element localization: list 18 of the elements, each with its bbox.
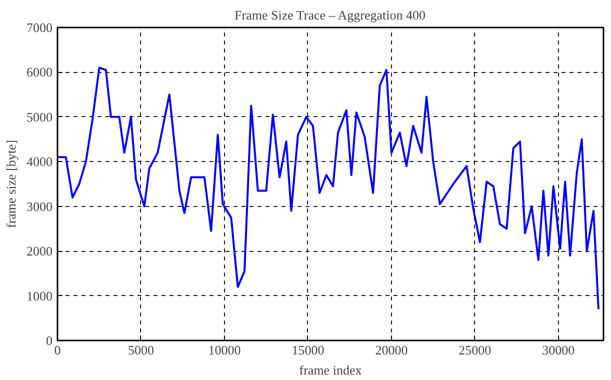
- y-tick-label: 2000: [26, 244, 52, 259]
- x-tick-label: 30000: [542, 342, 575, 358]
- y-tick-label: 5000: [26, 109, 52, 124]
- y-tick-label: 3000: [26, 198, 52, 214]
- x-tick-label: 15000: [292, 342, 324, 358]
- y-tick-label: 0: [46, 333, 52, 348]
- y-tick-label: 4000: [26, 154, 52, 170]
- chart-title: Frame Size Trace – Aggregation 400: [234, 8, 426, 22]
- y-tick-label: 1000: [26, 288, 52, 304]
- line-series: [58, 66, 600, 310]
- x-tick-label: 20000: [375, 342, 408, 358]
- y-axis-title: frame size [byte]: [4, 140, 18, 228]
- x-axis-title: frame index: [299, 362, 362, 378]
- x-tick-label: 10000: [208, 342, 241, 358]
- x-tick-label: 5000: [128, 342, 154, 358]
- y-tick-label: 7000: [26, 20, 52, 35]
- x-tick-label: 25000: [458, 342, 492, 358]
- y-tick-label: 6000: [26, 64, 52, 80]
